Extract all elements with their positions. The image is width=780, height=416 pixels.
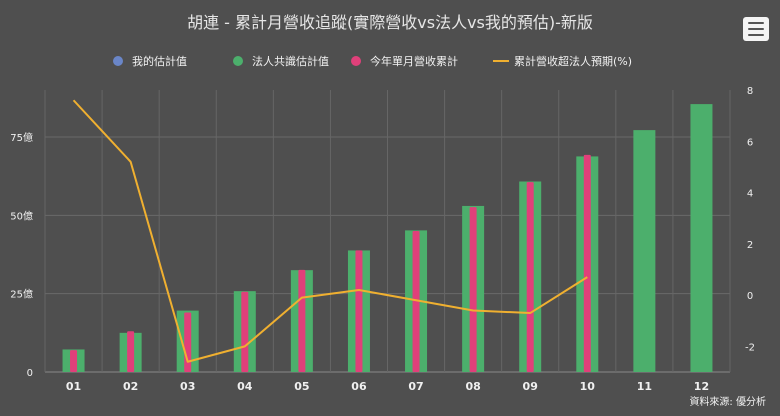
menu-bar	[748, 28, 764, 30]
bar-consensus-estimate	[690, 104, 713, 372]
bar-actual-cumulative	[412, 231, 420, 372]
x-tick-label: 10	[580, 380, 596, 393]
y-left-tick-label: 75億	[10, 131, 33, 144]
x-tick-label: 12	[694, 380, 709, 393]
hamburger-menu-icon[interactable]	[743, 17, 769, 41]
y-right-tick-label: 6	[747, 137, 753, 148]
y-axis-right: -2 0 2 4 6 8	[745, 86, 755, 353]
x-tick-label: 09	[523, 380, 538, 393]
grid-lines	[44, 90, 731, 373]
bar-actual-cumulative	[583, 154, 591, 372]
bar-consensus-estimate	[633, 130, 656, 372]
bar-series	[62, 104, 713, 372]
legend-label: 累計營收超法人預期(%)	[514, 54, 632, 68]
bar-actual-cumulative	[355, 250, 363, 372]
y-right-tick-label: 0	[747, 291, 753, 302]
menu-bar	[748, 22, 764, 24]
line-series	[72, 99, 588, 363]
x-tick-label: 02	[123, 380, 138, 393]
legend-label: 今年單月營收累計	[370, 54, 458, 68]
legend-dot-marker	[233, 56, 243, 66]
bar-actual-cumulative	[298, 269, 306, 372]
legend-label: 法人共識估計值	[252, 54, 329, 68]
x-tick-label: 04	[237, 380, 253, 393]
x-tick-label: 01	[66, 380, 81, 393]
x-tick-label: 08	[465, 380, 480, 393]
bar-actual-cumulative	[127, 331, 135, 372]
bar-actual-cumulative	[70, 350, 78, 372]
bar-actual-cumulative	[469, 207, 477, 372]
y-axis-left: 0 25億 50億 75億	[10, 131, 33, 379]
x-tick-label: 07	[408, 380, 423, 393]
y-left-tick-label: 25億	[10, 288, 33, 301]
chart-title: 胡連 - 累計月營收追蹤(實際營收vs法人vs我的預估)-新版	[187, 13, 593, 32]
x-tick-label: 03	[180, 380, 195, 393]
menu-bar	[748, 34, 764, 36]
legend-label: 我的估計值	[132, 54, 187, 68]
y-right-tick-label: -2	[745, 342, 755, 353]
bar-actual-cumulative	[241, 291, 249, 372]
chart-legend: 我的估計值 法人共識估計值 今年單月營收累計 累計營收超法人預期(%)	[113, 54, 632, 68]
y-right-tick-label: 8	[747, 86, 753, 97]
x-tick-label: 05	[294, 380, 309, 393]
y-left-tick-label: 50億	[10, 209, 33, 222]
bar-actual-cumulative	[526, 182, 534, 372]
x-tick-label: 06	[351, 380, 367, 393]
chart-credits: 資料來源: 優分析	[689, 395, 766, 408]
y-left-tick-label: 0	[27, 368, 33, 379]
bar-actual-cumulative	[184, 312, 192, 372]
line-exceed-consensus-pct	[72, 99, 588, 363]
y-right-tick-label: 2	[747, 240, 753, 251]
legend-dot-marker	[113, 56, 123, 66]
y-right-tick-label: 4	[747, 189, 753, 200]
x-axis: 01 02 03 04 05 06 07 08 09 10 11 12	[66, 380, 709, 393]
legend-dot-marker	[351, 56, 361, 66]
x-tick-label: 11	[637, 380, 652, 393]
